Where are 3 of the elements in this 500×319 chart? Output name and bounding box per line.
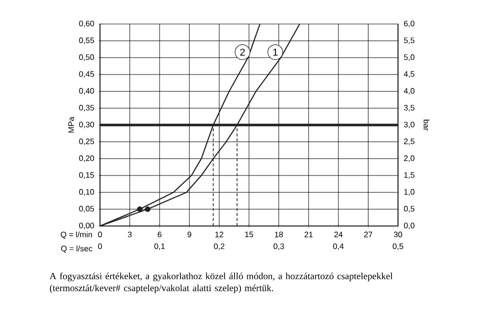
text: A fogyasztási értékeket, a gyakorlathoz közel álló módon, a hozzátartozó csaptelepekkel (termosztát/kever# csaptelep/vakolat alatti szelep) mértük. [50,272,393,294]
series-label: 2 [240,48,245,56]
legend-label: 1 [273,48,278,56]
